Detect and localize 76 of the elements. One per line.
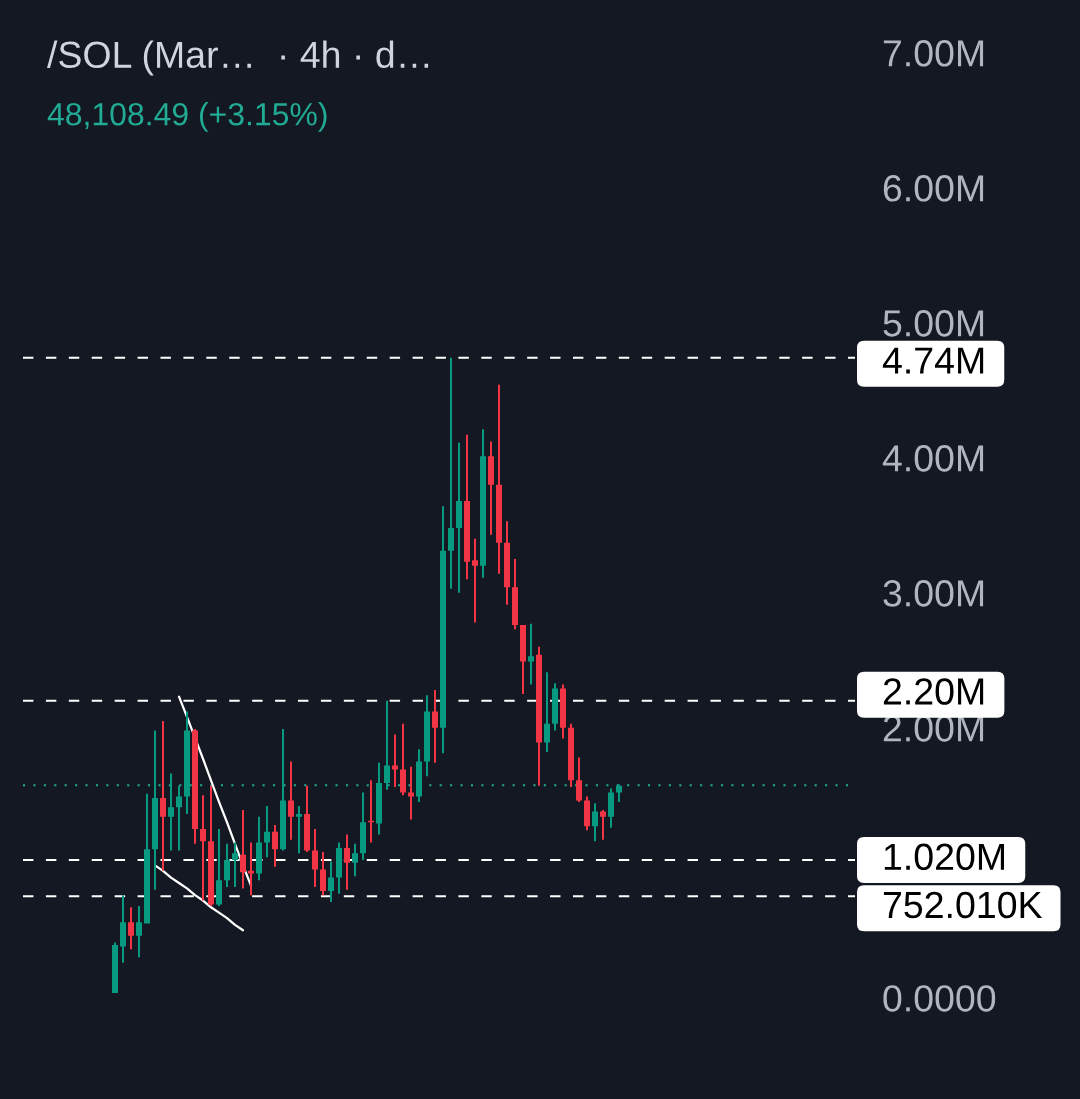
candlestick [400, 723, 406, 796]
ref-line-label: 2.20M [883, 678, 984, 705]
candlestick [240, 810, 246, 889]
candlestick [552, 683, 558, 731]
y-tick-label: 3.00M [883, 580, 984, 607]
ref-line-label: 1.020M [884, 843, 1004, 871]
ref-line-label: 752.010K [883, 891, 1043, 919]
candlestick [392, 734, 398, 788]
candlestick [456, 442, 462, 593]
candlestick [120, 895, 126, 963]
candlestick [136, 905, 142, 958]
candlestick [560, 684, 566, 739]
candlestick [432, 689, 438, 763]
candlestick [384, 700, 390, 790]
candlestick [608, 788, 614, 828]
candlestick [592, 803, 598, 842]
candlestick [208, 785, 214, 906]
candlestick [304, 785, 310, 852]
candlestick [224, 843, 230, 888]
text: 48,108.49 (+3.15%) [47, 102, 327, 132]
candlestick [408, 766, 414, 820]
candlestick [112, 942, 118, 994]
candlestick [568, 723, 574, 788]
candlestick [256, 816, 262, 881]
y-tick-label: 7.00M [883, 40, 984, 67]
candlestick [232, 842, 238, 888]
candlestick [576, 757, 582, 802]
candlestick [192, 729, 198, 844]
candlestick [200, 795, 206, 901]
candlestick [176, 785, 182, 851]
candlestick [544, 672, 550, 753]
candlestick [296, 806, 302, 854]
candlestick [496, 384, 502, 574]
candlestick [160, 720, 166, 871]
candlestick [368, 780, 374, 843]
candlestick [288, 761, 294, 840]
candlestick [440, 506, 446, 754]
candlestick [272, 824, 278, 867]
candlestick [424, 695, 430, 777]
candlestick [328, 861, 334, 902]
ref-line-label: 4.74M [882, 347, 984, 374]
candlestick [280, 729, 286, 851]
candlestick [480, 429, 486, 578]
y-tick-label: 6.00M [883, 175, 984, 202]
candlestick [320, 851, 326, 896]
candlestick [512, 558, 518, 630]
candlestick [472, 538, 478, 623]
candlestick [376, 762, 382, 835]
candlestick [528, 623, 534, 685]
candlestick [248, 842, 254, 896]
candlestick [520, 625, 526, 694]
candlestick [312, 828, 318, 888]
candlestick [216, 828, 222, 906]
y-tick-label: 0.0000 [883, 985, 996, 1012]
candlestick [448, 357, 454, 589]
candlestick [536, 646, 542, 786]
candlestick [584, 796, 590, 831]
candlestick [168, 773, 174, 851]
candlestick [344, 834, 350, 890]
candlestick [144, 793, 150, 924]
candlestick [504, 521, 510, 605]
candlestick [488, 441, 494, 535]
y-tick-label: 4.00M [882, 445, 984, 472]
candlestick [352, 843, 358, 877]
text: /SOL (Mar… · 4h · d… [47, 40, 429, 76]
candlestick [128, 907, 134, 950]
candlestick [184, 711, 190, 815]
candlestick [464, 434, 470, 580]
candlestick [600, 810, 606, 840]
candlestick [360, 792, 366, 861]
candlestick [264, 806, 270, 858]
candlestick [336, 842, 342, 894]
candlestick [416, 749, 422, 802]
y-tick-label: 5.00M [883, 310, 984, 337]
candlestick [616, 784, 622, 802]
candlestick [152, 730, 158, 890]
